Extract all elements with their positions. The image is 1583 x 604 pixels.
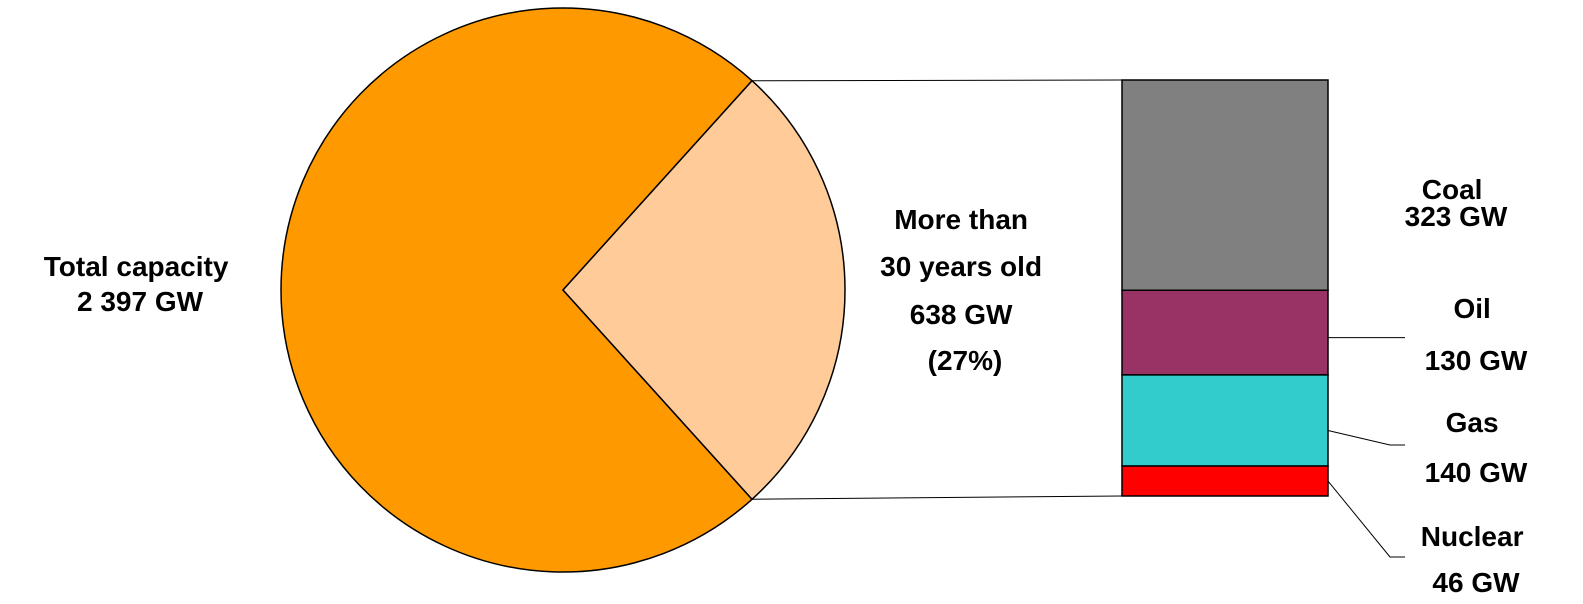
connector-lines — [752, 79, 1123, 500]
bar-segment-oil — [1121, 289, 1329, 376]
connector-line-bottom — [752, 495, 1123, 500]
bar-segment-nuclear — [1121, 465, 1329, 497]
leader-line-nuclear — [1327, 480, 1405, 558]
pie-slice-older-than-30-years — [561, 79, 846, 501]
leader-line-gas — [1327, 429, 1405, 446]
old-capacity-label: More than 30 years old 638 GW (27%) — [880, 204, 1050, 376]
oil-label: Oil 130 GW — [1425, 293, 1528, 376]
connector-line-top — [752, 79, 1123, 82]
chart-labels: Total capacity 2 397 GW More than 30 yea… — [44, 174, 1532, 598]
pie-chart — [280, 7, 846, 573]
bar-segment-gas — [1121, 374, 1329, 467]
pie-slice-total — [280, 7, 754, 573]
coal-label: Coal 323 GW — [1405, 174, 1508, 232]
nuclear-label: Nuclear 46 GW — [1421, 521, 1532, 598]
gas-label: Gas 140 GW — [1425, 407, 1528, 488]
total-capacity-label: Total capacity 2 397 GW — [44, 251, 236, 317]
bar-segment-coal — [1121, 79, 1329, 292]
stacked-bar — [1121, 79, 1405, 558]
